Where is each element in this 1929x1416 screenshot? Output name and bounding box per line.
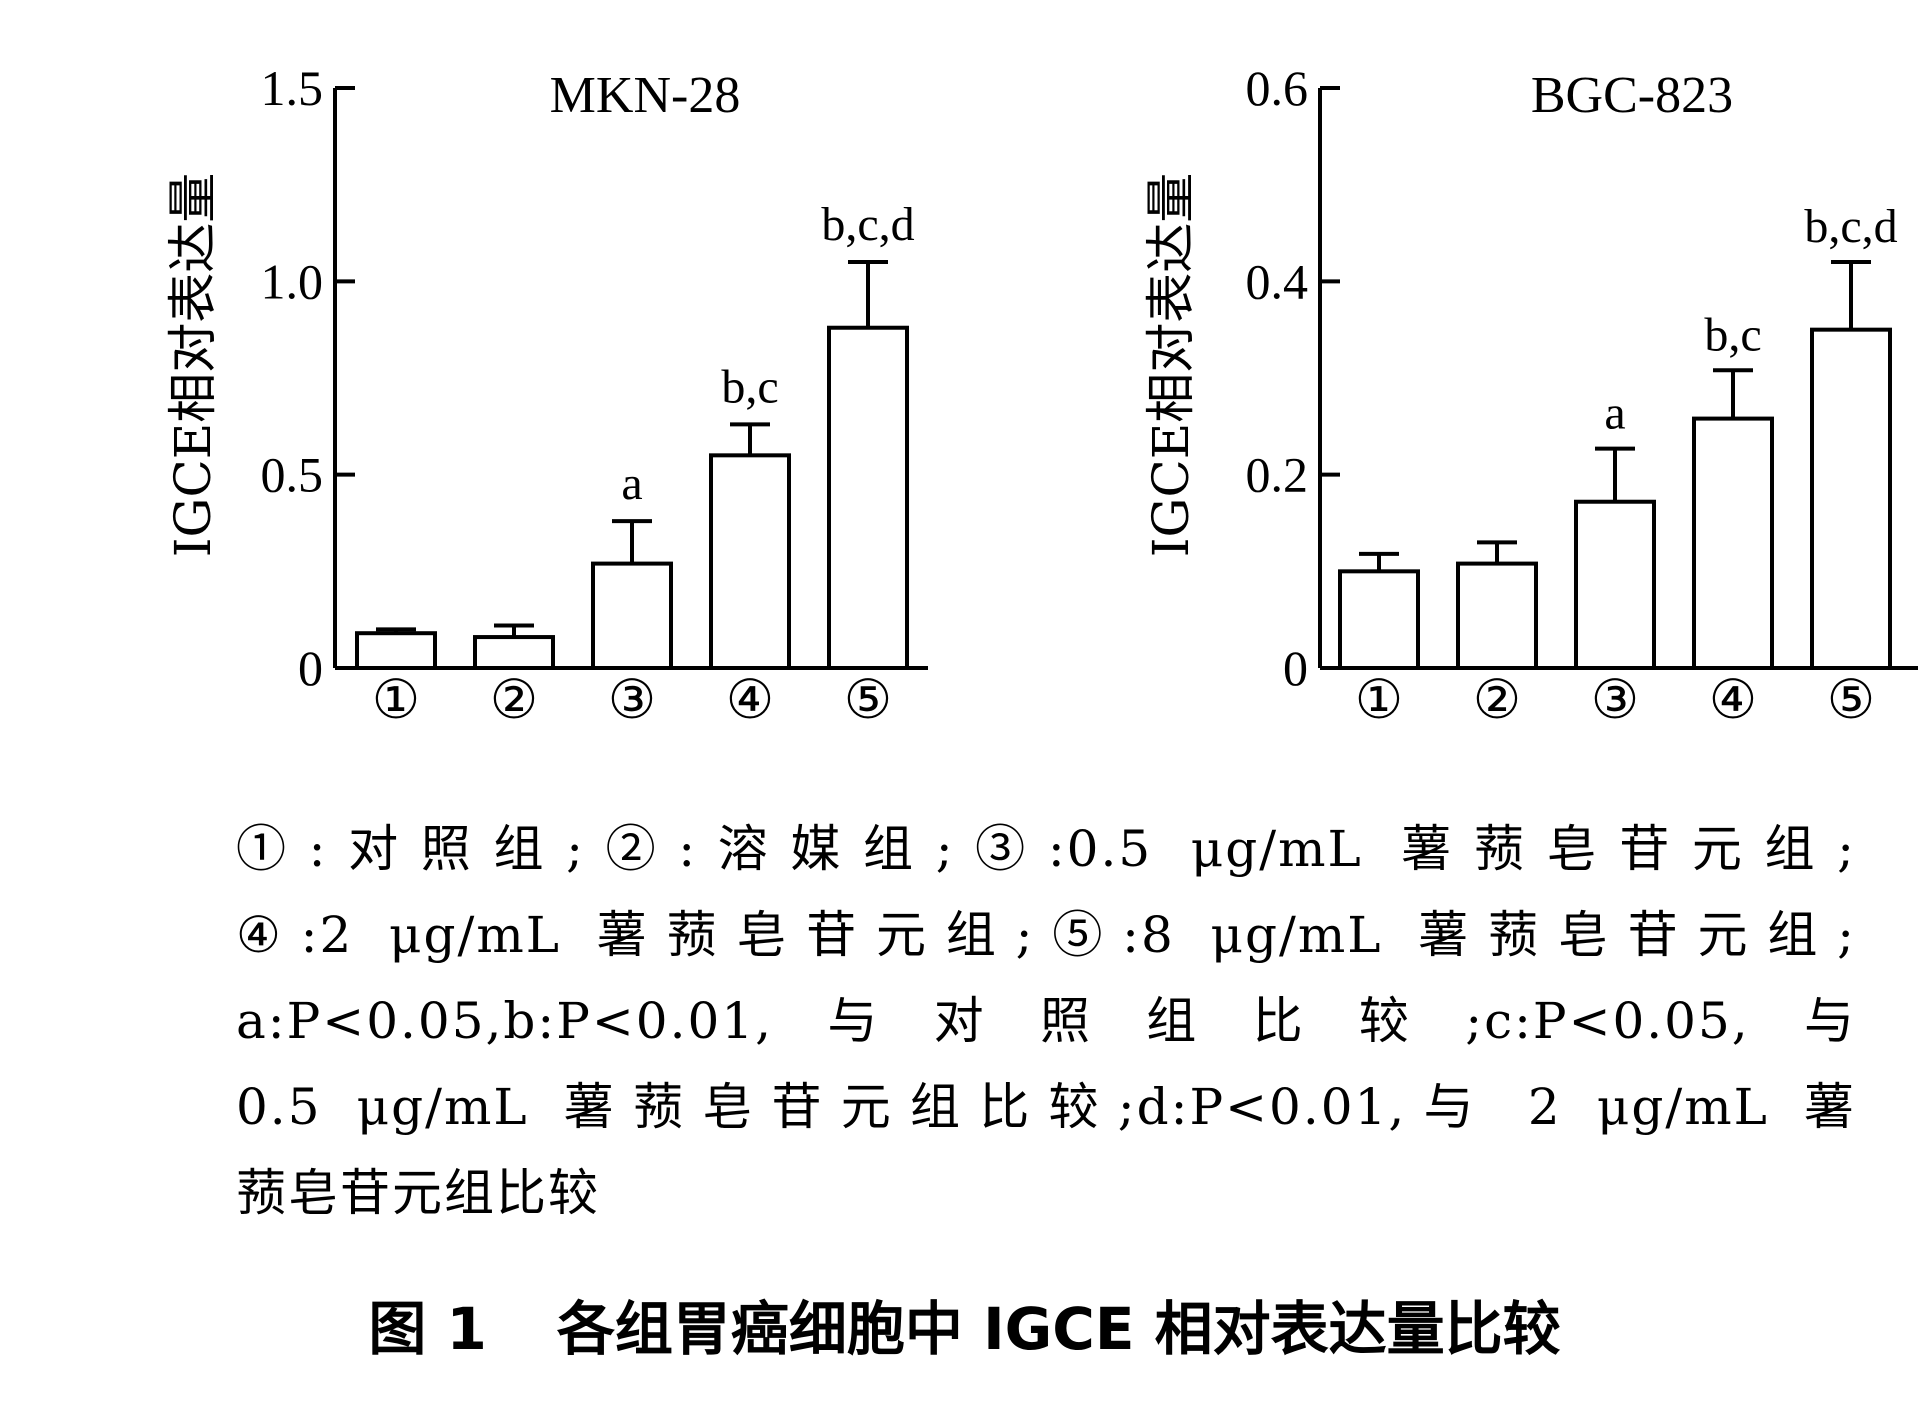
x-tick-label: ①: [1355, 668, 1403, 731]
significance-label: a: [621, 457, 642, 510]
chart-title: BGC-823: [1531, 67, 1733, 124]
y-tick-label: 0: [1283, 640, 1308, 696]
bar: [1810, 327, 1892, 670]
y-tick-label: 1.5: [261, 60, 324, 116]
y-axis-label: IGCE相对表达量: [1142, 173, 1200, 557]
legend-note-line: 0.5 μg/mL 薯蓣皂苷元组比较;d:P<0.01,与 2 μg/mL 薯: [236, 1078, 1856, 1136]
x-tick-label: ③: [608, 668, 656, 731]
significance-label: a: [1604, 387, 1625, 440]
chart-title: MKN-28: [550, 67, 741, 124]
bar: [473, 635, 555, 670]
legend-note-line: a:P<0.05,b:P<0.01,与对照组比较;c:P<0.05,与: [236, 992, 1856, 1050]
bar: [1692, 416, 1774, 670]
x-tick-label: ④: [1709, 668, 1757, 731]
significance-label: b,c: [721, 360, 778, 413]
y-tick-label: 0.2: [1246, 447, 1309, 503]
significance-label: b,c: [1704, 308, 1761, 361]
bar: [1456, 561, 1538, 670]
x-tick-label: ②: [1473, 668, 1521, 731]
x-tick-label: ⑤: [844, 668, 892, 731]
significance-label: b,c,d: [821, 198, 914, 251]
x-tick-label: ①: [372, 668, 420, 731]
x-tick-label: ③: [1591, 668, 1639, 731]
legend-note-line: 蓣皂苷元组比较: [236, 1164, 600, 1222]
y-axis-label: IGCE相对表达量: [164, 173, 222, 557]
y-tick-label: 1.0: [261, 253, 324, 309]
bar: [591, 561, 673, 670]
x-tick-label: ⑤: [1827, 668, 1875, 731]
significance-label: b,c,d: [1804, 200, 1897, 253]
bar: [355, 631, 437, 671]
y-tick-label: 0.5: [261, 447, 324, 503]
figure-caption-text: 各组胃癌细胞中 IGCE 相对表达量比较: [556, 1295, 1561, 1363]
figure-number: 图 1: [368, 1295, 487, 1363]
bar: [1574, 499, 1656, 670]
figure-caption: 图 1 各组胃癌细胞中 IGCE 相对表达量比较: [0, 1282, 1929, 1366]
chart-mkn-28: 0 0.5 1.0 1.5 MKN-28 IGCE相对表达量 ① ② a ③ b,c ④ b,c,d ⑤: [164, 60, 928, 731]
legend-note-line: ①:对照组;②:溶媒组;③:0.5 μg/mL 薯蓣皂苷元组;: [236, 820, 1856, 878]
y-tick-label: 0.6: [1246, 60, 1309, 116]
bar: [827, 325, 909, 670]
bar: [709, 453, 791, 671]
x-tick-label: ④: [726, 668, 774, 731]
x-tick-label: ②: [490, 668, 538, 731]
y-tick-label: 0: [298, 640, 323, 696]
legend-note-line: ④:2 μg/mL 薯蓣皂苷元组;⑤:8 μg/mL 薯蓣皂苷元组;: [236, 906, 1856, 964]
legend-note: ①:对照组;②:溶媒组;③:0.5 μg/mL 薯蓣皂苷元组; ④:2 μg/m…: [236, 806, 1856, 1236]
bar: [1338, 569, 1420, 670]
chart-bgc-823: 0 0.2 0.4 0.6 BGC-823 IGCE相对表达量 ① ② a ③ b,c ④ b,c,d ⑤: [1142, 60, 1918, 731]
y-tick-label: 0.4: [1246, 253, 1309, 309]
